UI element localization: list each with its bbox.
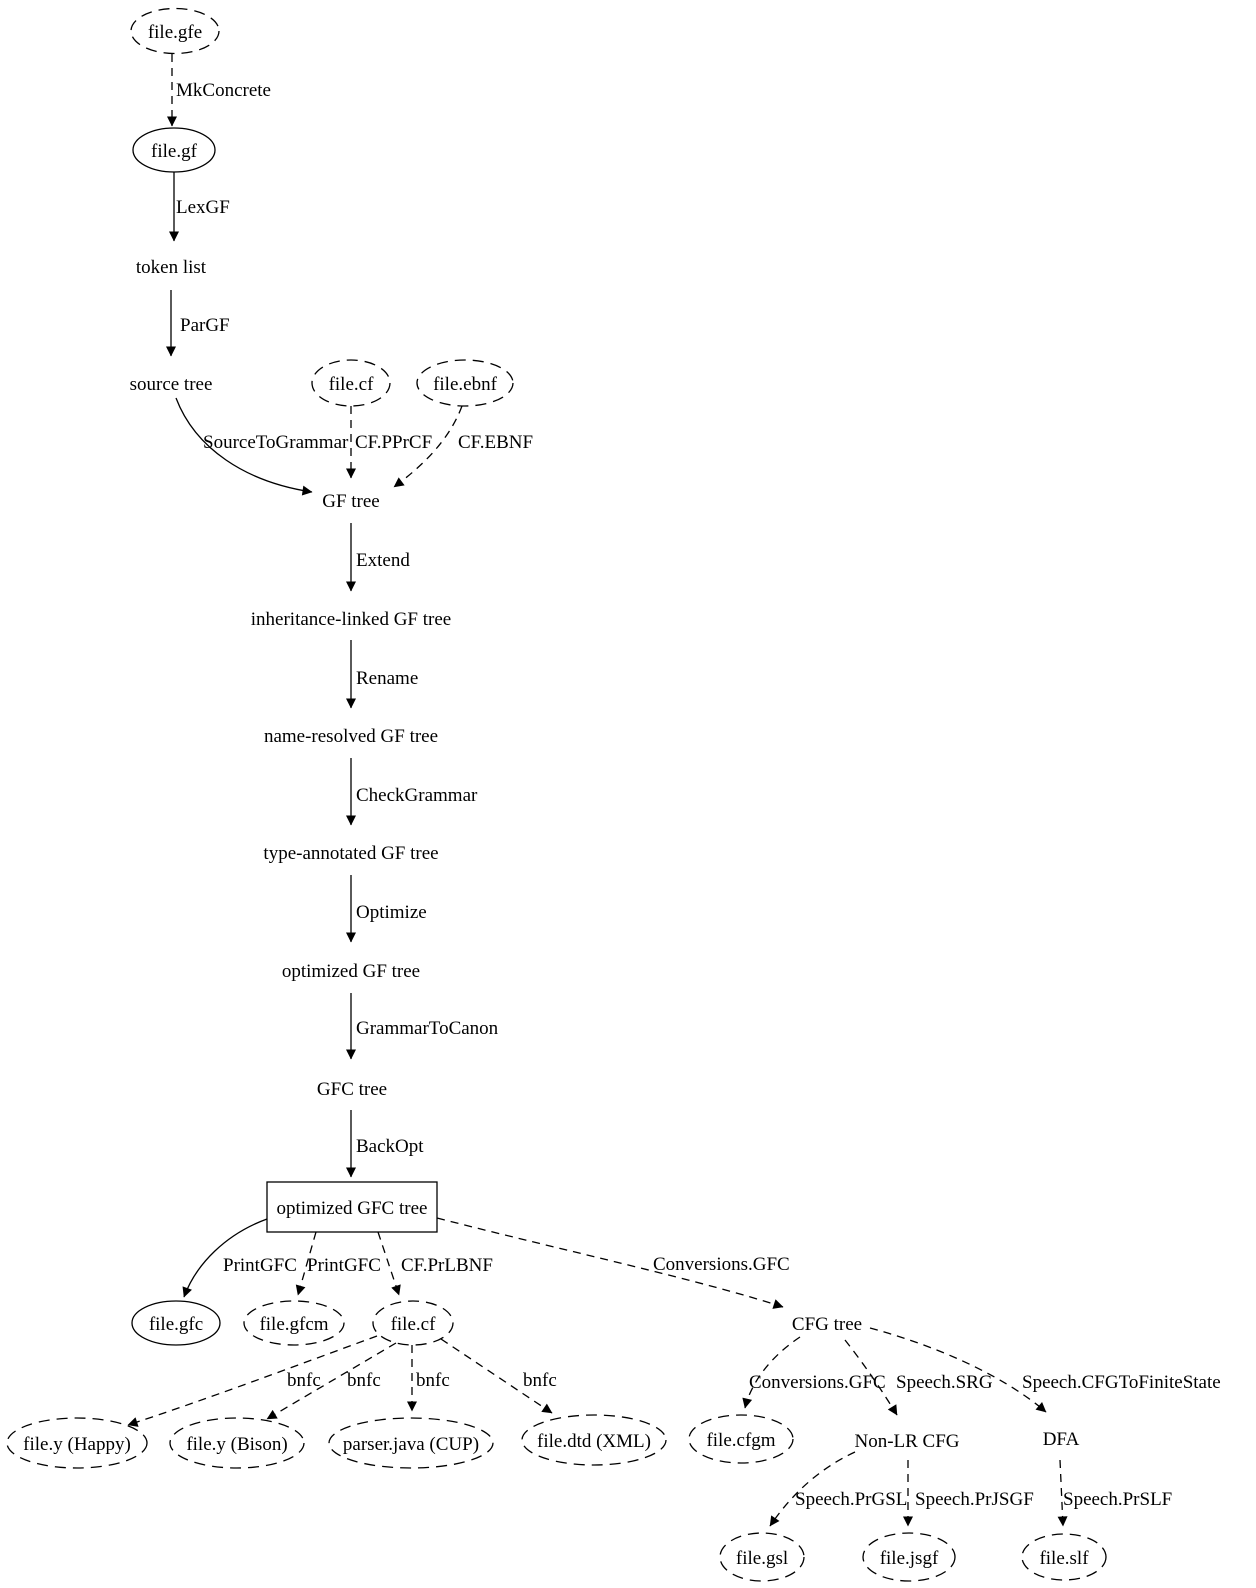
edge-label-bnfc-2: bnfc [347,1370,381,1391]
svg-text:file.gf: file.gf [151,141,198,162]
svg-text:optimized GFC tree: optimized GFC tree [277,1198,428,1219]
svg-text:name-resolved GF tree: name-resolved GF tree [264,726,438,747]
svg-text:token list: token list [136,257,207,278]
svg-text:DFA: DFA [1043,1429,1080,1450]
edge-label-pargf: ParGF [180,315,230,336]
node-file-gfe: file.gfe [130,7,220,55]
node-file-ebnf: file.ebnf [416,359,514,407]
svg-text:source tree: source tree [130,374,213,395]
svg-text:file.cf: file.cf [329,374,375,395]
edge-label-speech-srg: Speech.SRG [896,1372,993,1393]
node-optimized-gf-tree: optimized GF tree [282,961,420,982]
svg-text:file.gfcm: file.gfcm [259,1314,328,1335]
edge-label-cf-pprcf: CF.PPrCF [355,432,432,453]
svg-text:file.cfgm: file.cfgm [706,1430,775,1451]
node-optimized-gfc-tree: optimized GFC tree [266,1181,438,1233]
edge-non-lr-cfg-to-file-gsl [769,1451,856,1527]
edge-dfa-to-file-slf [1057,1459,1068,1527]
edge-labels-layer: MkConcrete LexGF ParGF SourceToGrammar C… [176,80,1221,1510]
edge-label-mkconcrete: MkConcrete [176,80,271,101]
node-file-dtd-xml: file.dtd (XML) [521,1414,667,1466]
node-file-gf: file.gf [132,127,216,173]
edge-label-printgfc-2: PrintGFC [307,1255,381,1276]
node-file-gfc: file.gfc [131,1300,221,1346]
edge-label-speech-prslf: Speech.PrSLF [1063,1489,1172,1510]
svg-text:parser.java (CUP): parser.java (CUP) [343,1434,479,1455]
svg-text:GFC tree: GFC tree [317,1079,387,1100]
edge-label-backopt: BackOpt [356,1136,424,1157]
edge-label-speech-prgsl: Speech.PrGSL [795,1489,907,1510]
edge-label-sourcetogrammar: SourceToGrammar [203,432,349,453]
svg-text:inheritance-linked GF tree: inheritance-linked GF tree [251,609,451,630]
svg-text:file.gfc: file.gfc [149,1314,203,1335]
node-file-gfcm: file.gfcm [243,1300,345,1346]
edge-label-conversions-gfc-1: Conversions.GFC [653,1254,790,1275]
svg-text:file.gsl: file.gsl [736,1548,788,1569]
node-file-slf: file.slf [1021,1533,1107,1581]
edge-label-cf-prlbnf: CF.PrLBNF [401,1255,493,1276]
svg-text:file.dtd (XML): file.dtd (XML) [537,1431,651,1452]
node-parser-java-cup: parser.java (CUP) [328,1417,494,1469]
svg-text:file.jsgf: file.jsgf [880,1548,939,1569]
svg-text:file.gfe: file.gfe [148,22,202,43]
node-gf-tree: GF tree [322,491,380,512]
edge-optimized-gfc-to-file-cf-out [377,1231,401,1296]
edge-file-cf-out-to-file-y-bison [266,1342,397,1420]
node-inheritance-linked-gf-tree: inheritance-linked GF tree [251,609,451,630]
node-name-resolved-gf-tree: name-resolved GF tree [264,726,438,747]
edge-label-extend: Extend [356,550,410,571]
edge-label-printgfc-1: PrintGFC [223,1255,297,1276]
node-type-annotated-gf-tree: type-annotated GF tree [263,843,438,864]
svg-text:type-annotated GF tree: type-annotated GF tree [263,843,438,864]
edge-label-speech-cfgtofinitestate: Speech.CFGToFiniteState [1022,1372,1221,1393]
edge-label-cf-ebnf: CF.EBNF [458,432,533,453]
edge-optimized-gfc-to-cfg-tree [436,1217,784,1309]
edge-label-checkgrammar: CheckGrammar [356,785,478,806]
node-file-y-bison: file.y (Bison) [169,1417,305,1469]
svg-text:file.slf: file.slf [1039,1548,1089,1569]
edge-source-tree-to-gf-tree [175,397,313,496]
edge-label-grammartocanon: GrammarToCanon [356,1018,499,1039]
edge-optimized-gfc-to-file-gfc [182,1218,268,1298]
edge-optimized-gfc-to-file-gfcm [295,1231,317,1296]
svg-text:file.ebnf: file.ebnf [433,374,498,395]
edge-label-optimize: Optimize [356,902,427,923]
edges-layer [127,54,1068,1527]
edge-label-rename: Rename [356,668,418,689]
svg-text:CFG tree: CFG tree [792,1314,862,1335]
edge-label-conversions-gfc-2: Conversions.GFC [749,1372,886,1393]
node-non-lr-cfg: Non-LR CFG [854,1431,959,1452]
edge-file-cf-out-to-file-y-happy [127,1335,378,1427]
node-file-jsgf: file.jsgf [862,1532,956,1582]
nodes-layer: file.gfe file.gf token list source tree … [6,7,1107,1582]
edge-label-bnfc-3: bnfc [416,1370,450,1391]
edge-cfg-tree-to-dfa [869,1327,1047,1413]
edge-label-bnfc-1: bnfc [287,1370,321,1391]
svg-text:optimized GF tree: optimized GF tree [282,961,420,982]
node-file-cf-in: file.cf [311,359,391,407]
node-cfg-tree: CFG tree [792,1314,862,1335]
edge-cfg-tree-to-non-lr-cfg [844,1339,898,1416]
edge-label-lexgf: LexGF [176,197,230,218]
svg-text:Non-LR CFG: Non-LR CFG [854,1431,959,1452]
node-file-cf-out: file.cf [372,1300,454,1346]
svg-text:GF tree: GF tree [322,491,380,512]
node-source-tree: source tree [130,374,213,395]
node-file-cfgm: file.cfgm [688,1414,794,1464]
edge-label-bnfc-4: bnfc [523,1370,557,1391]
node-gfc-tree: GFC tree [317,1079,387,1100]
svg-text:file.cf: file.cf [391,1314,437,1335]
node-file-y-happy: file.y (Happy) [6,1417,148,1469]
edge-label-speech-prjsgf: Speech.PrJSGF [915,1489,1034,1510]
svg-text:file.y (Happy): file.y (Happy) [23,1434,131,1455]
node-token-list: token list [136,257,207,278]
node-dfa: DFA [1043,1429,1080,1450]
edge-cfg-tree-to-file-cfgm [742,1336,801,1409]
svg-text:file.y (Bison): file.y (Bison) [186,1434,287,1455]
node-file-gsl: file.gsl [719,1532,805,1582]
